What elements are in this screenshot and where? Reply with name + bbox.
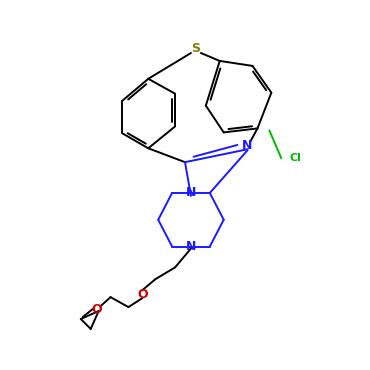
- Text: N: N: [242, 139, 253, 152]
- Text: O: O: [137, 287, 148, 301]
- Text: Cl: Cl: [289, 153, 301, 163]
- Text: N: N: [186, 240, 196, 253]
- Text: N: N: [186, 186, 196, 199]
- Text: O: O: [91, 303, 102, 316]
- Text: S: S: [191, 41, 201, 54]
